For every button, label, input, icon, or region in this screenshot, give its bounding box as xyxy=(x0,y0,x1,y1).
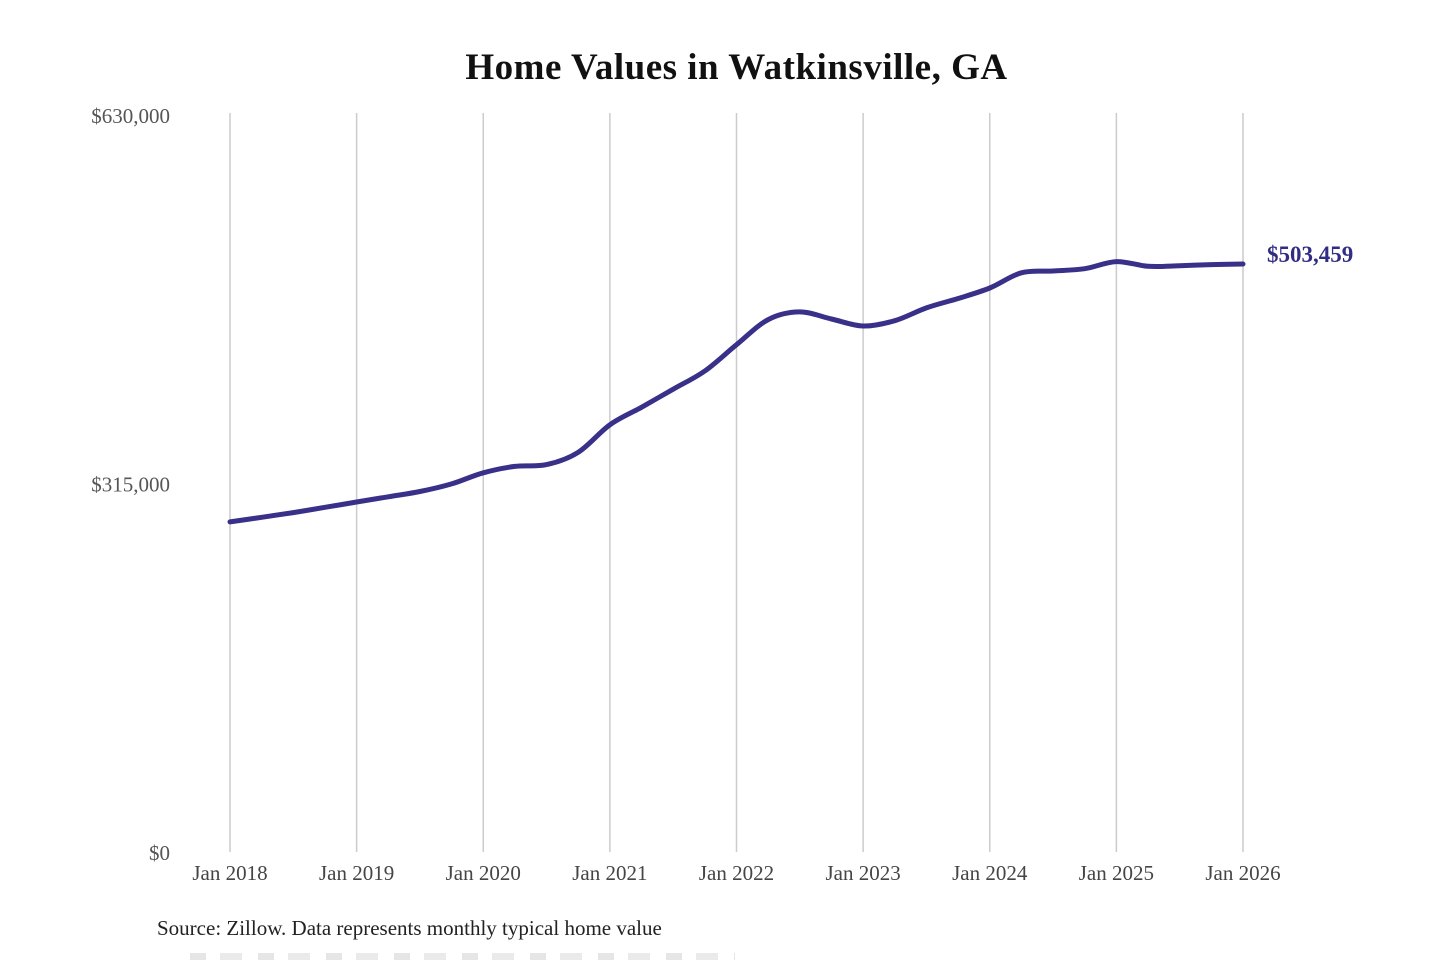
x-tick-label: Jan 2018 xyxy=(192,861,267,885)
y-tick-label: $630,000 xyxy=(91,104,170,128)
x-tick-label: Jan 2020 xyxy=(446,861,521,885)
x-tick-label: Jan 2023 xyxy=(826,861,901,885)
y-tick-label: $0 xyxy=(149,841,170,865)
cropped-text-row xyxy=(190,953,735,960)
x-tick-label: Jan 2022 xyxy=(699,861,774,885)
value-line xyxy=(227,259,1246,525)
x-tick-label: Jan 2021 xyxy=(572,861,647,885)
page-title: Home Values in Watkinsville, GA xyxy=(465,47,1008,88)
y-tick-label: $315,000 xyxy=(91,473,170,497)
x-tick-label: Jan 2024 xyxy=(952,861,1028,885)
end-value-label: $503,459 xyxy=(1267,242,1353,267)
x-tick-label: Jan 2026 xyxy=(1205,861,1280,885)
source-note: Source: Zillow. Data represents monthly … xyxy=(157,916,662,940)
x-tick-label: Jan 2019 xyxy=(319,861,394,885)
x-tick-label: Jan 2025 xyxy=(1079,861,1154,885)
